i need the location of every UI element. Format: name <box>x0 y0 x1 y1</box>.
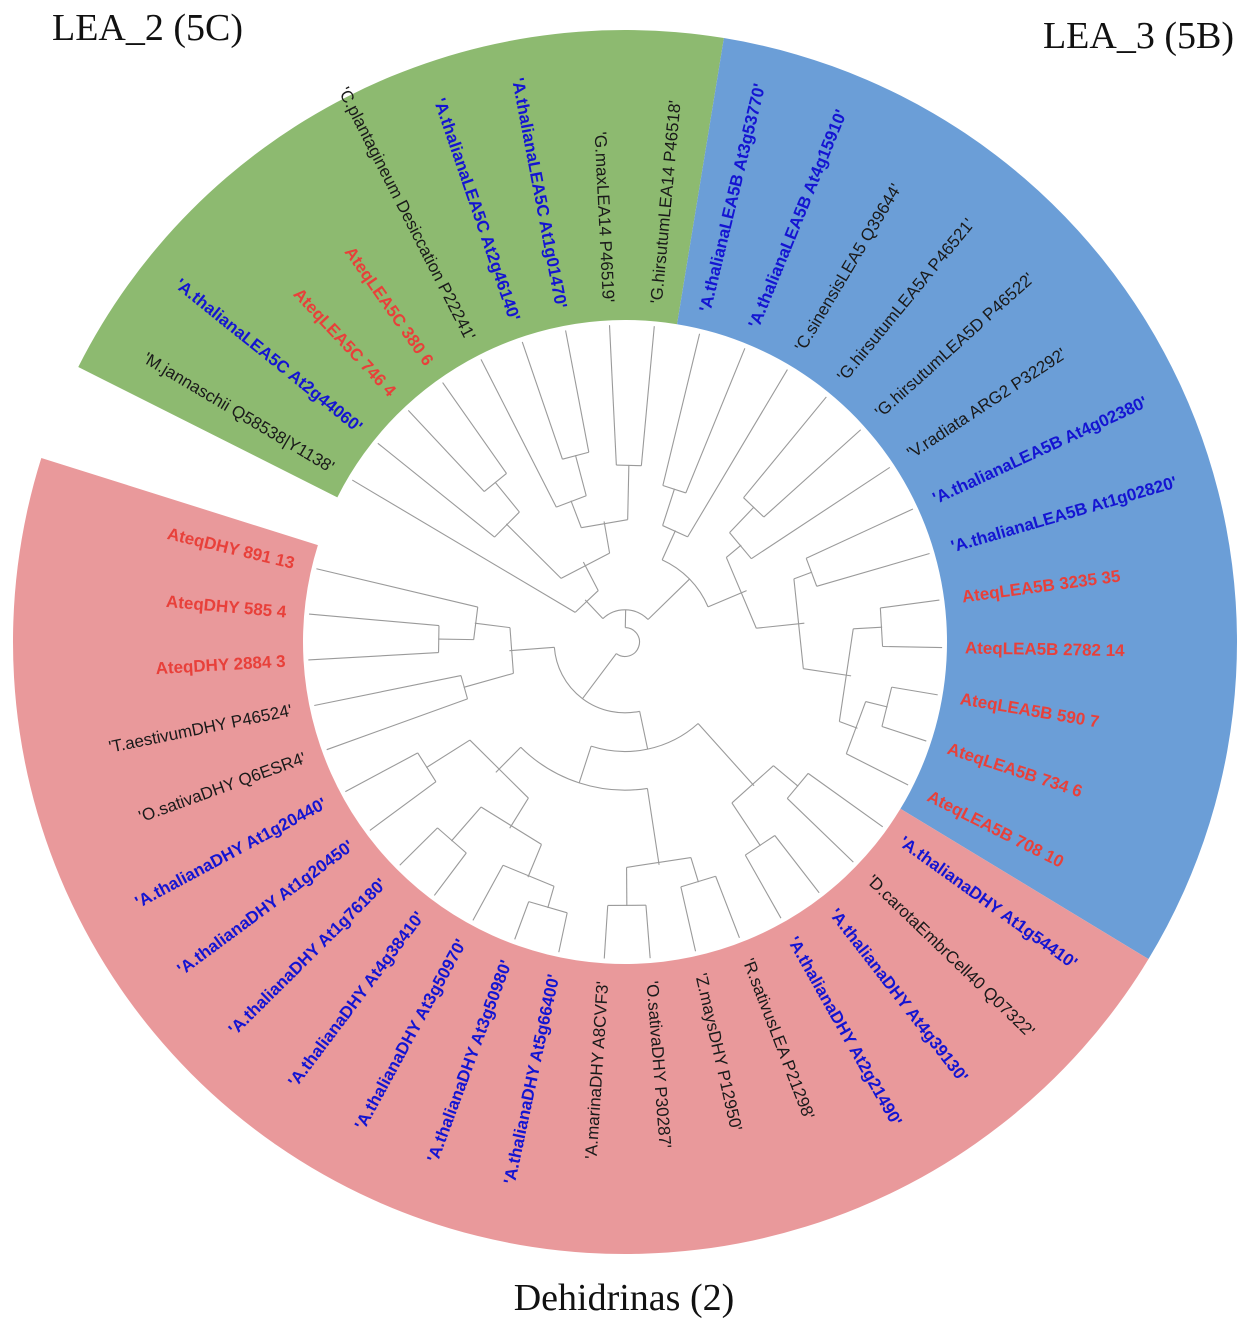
clade-sector-1 <box>677 38 1237 960</box>
clade-sector-2 <box>13 457 1149 1254</box>
group-title-lea2: LEA_2 (5C) <box>52 7 244 49</box>
group-title-lea3: LEA_3 (5B) <box>1042 15 1234 57</box>
clade-sector-0 <box>78 29 724 498</box>
tree-branches <box>308 325 943 959</box>
group-title-dehidrinas: Dehidrinas (2) <box>513 1277 735 1319</box>
leaf-label: AteqLEA5B 2782 14 <box>965 638 1126 660</box>
